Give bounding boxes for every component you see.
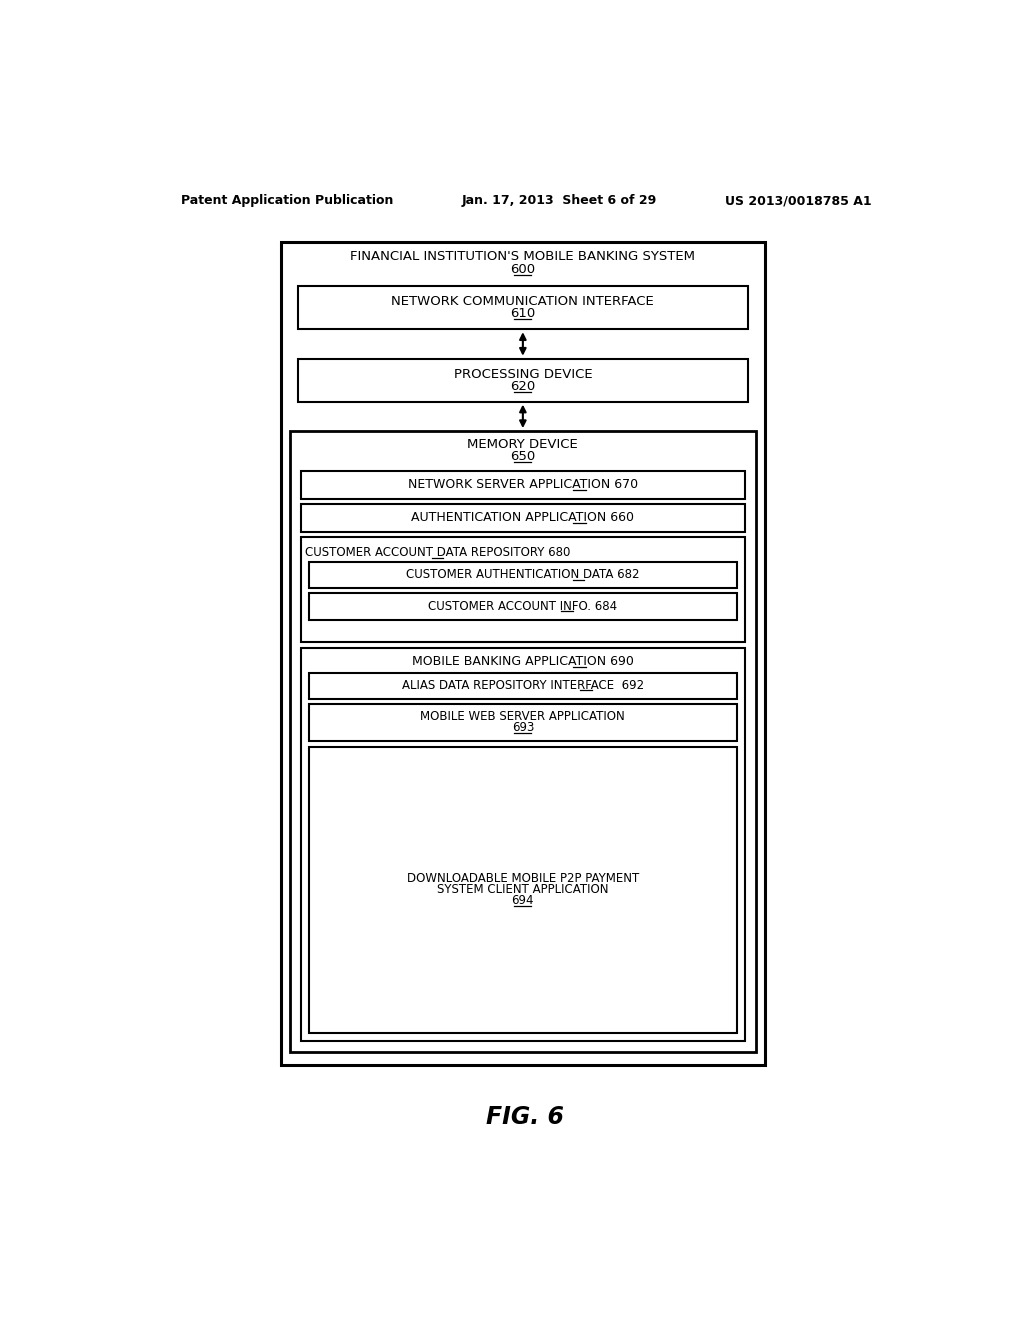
Text: 600: 600	[510, 263, 536, 276]
Bar	[301, 537, 744, 642]
Text: CUSTOMER ACCOUNT INFO. 684: CUSTOMER ACCOUNT INFO. 684	[428, 601, 617, 612]
Bar	[301, 471, 744, 499]
Text: US 2013/0018785 A1: US 2013/0018785 A1	[725, 194, 872, 207]
Text: 693: 693	[512, 721, 535, 734]
Text: FIG. 6: FIG. 6	[485, 1105, 564, 1129]
Bar	[298, 286, 748, 330]
Text: CUSTOMER ACCOUNT DATA REPOSITORY 680: CUSTOMER ACCOUNT DATA REPOSITORY 680	[305, 546, 570, 560]
Text: ALIAS DATA REPOSITORY INTERFACE  692: ALIAS DATA REPOSITORY INTERFACE 692	[401, 680, 644, 693]
Text: 694: 694	[512, 894, 535, 907]
Bar	[281, 242, 765, 1065]
Bar	[290, 432, 756, 1052]
Bar	[301, 648, 744, 1040]
Text: MOBILE WEB SERVER APPLICATION: MOBILE WEB SERVER APPLICATION	[421, 710, 626, 723]
Bar	[301, 504, 744, 532]
Text: DOWNLOADABLE MOBILE P2P PAYMENT: DOWNLOADABLE MOBILE P2P PAYMENT	[407, 871, 639, 884]
Bar	[308, 705, 737, 742]
Text: Patent Application Publication: Patent Application Publication	[180, 194, 393, 207]
Text: PROCESSING DEVICE: PROCESSING DEVICE	[454, 367, 592, 380]
Text: MOBILE BANKING APPLICATION 690: MOBILE BANKING APPLICATION 690	[412, 656, 634, 668]
Text: Jan. 17, 2013  Sheet 6 of 29: Jan. 17, 2013 Sheet 6 of 29	[461, 194, 656, 207]
Text: 620: 620	[510, 380, 536, 393]
Text: AUTHENTICATION APPLICATION 660: AUTHENTICATION APPLICATION 660	[412, 511, 634, 524]
Text: MEMORY DEVICE: MEMORY DEVICE	[468, 438, 579, 451]
Text: SYSTEM CLIENT APPLICATION: SYSTEM CLIENT APPLICATION	[437, 883, 608, 896]
Bar	[308, 594, 737, 619]
Bar	[308, 747, 737, 1034]
Text: NETWORK COMMUNICATION INTERFACE: NETWORK COMMUNICATION INTERFACE	[391, 296, 654, 308]
Text: 650: 650	[510, 450, 536, 463]
Text: CUSTOMER AUTHENTICATION DATA 682: CUSTOMER AUTHENTICATION DATA 682	[407, 569, 640, 582]
Text: FINANCIAL INSTITUTION'S MOBILE BANKING SYSTEM: FINANCIAL INSTITUTION'S MOBILE BANKING S…	[350, 251, 695, 264]
Text: 610: 610	[510, 308, 536, 321]
Bar	[298, 359, 748, 401]
Text: NETWORK SERVER APPLICATION 670: NETWORK SERVER APPLICATION 670	[408, 478, 638, 491]
Bar	[308, 673, 737, 700]
Bar	[308, 562, 737, 589]
